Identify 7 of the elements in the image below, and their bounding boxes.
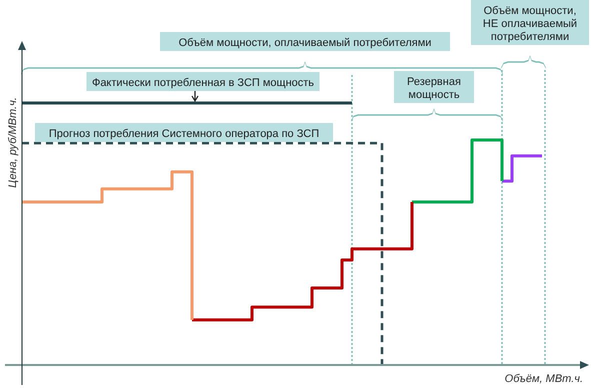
- text: Резервная мощность: [407, 76, 461, 101]
- x-axis-title: Объём, МВт.ч.: [504, 373, 583, 385]
- text: Объём мощности, оплачиваемый потребителями: [178, 37, 432, 49]
- text: Объём мощности, НЕ оплачиваемый потребителями: [482, 5, 578, 43]
- text: Фактически потребленная в ЗСП мощность: [92, 77, 314, 89]
- annotation: Прогноз потребления Системного оператора по ЗСП: [48, 128, 320, 140]
- y-axis-title: Цена, руб/МВт.ч.: [7, 97, 19, 188]
